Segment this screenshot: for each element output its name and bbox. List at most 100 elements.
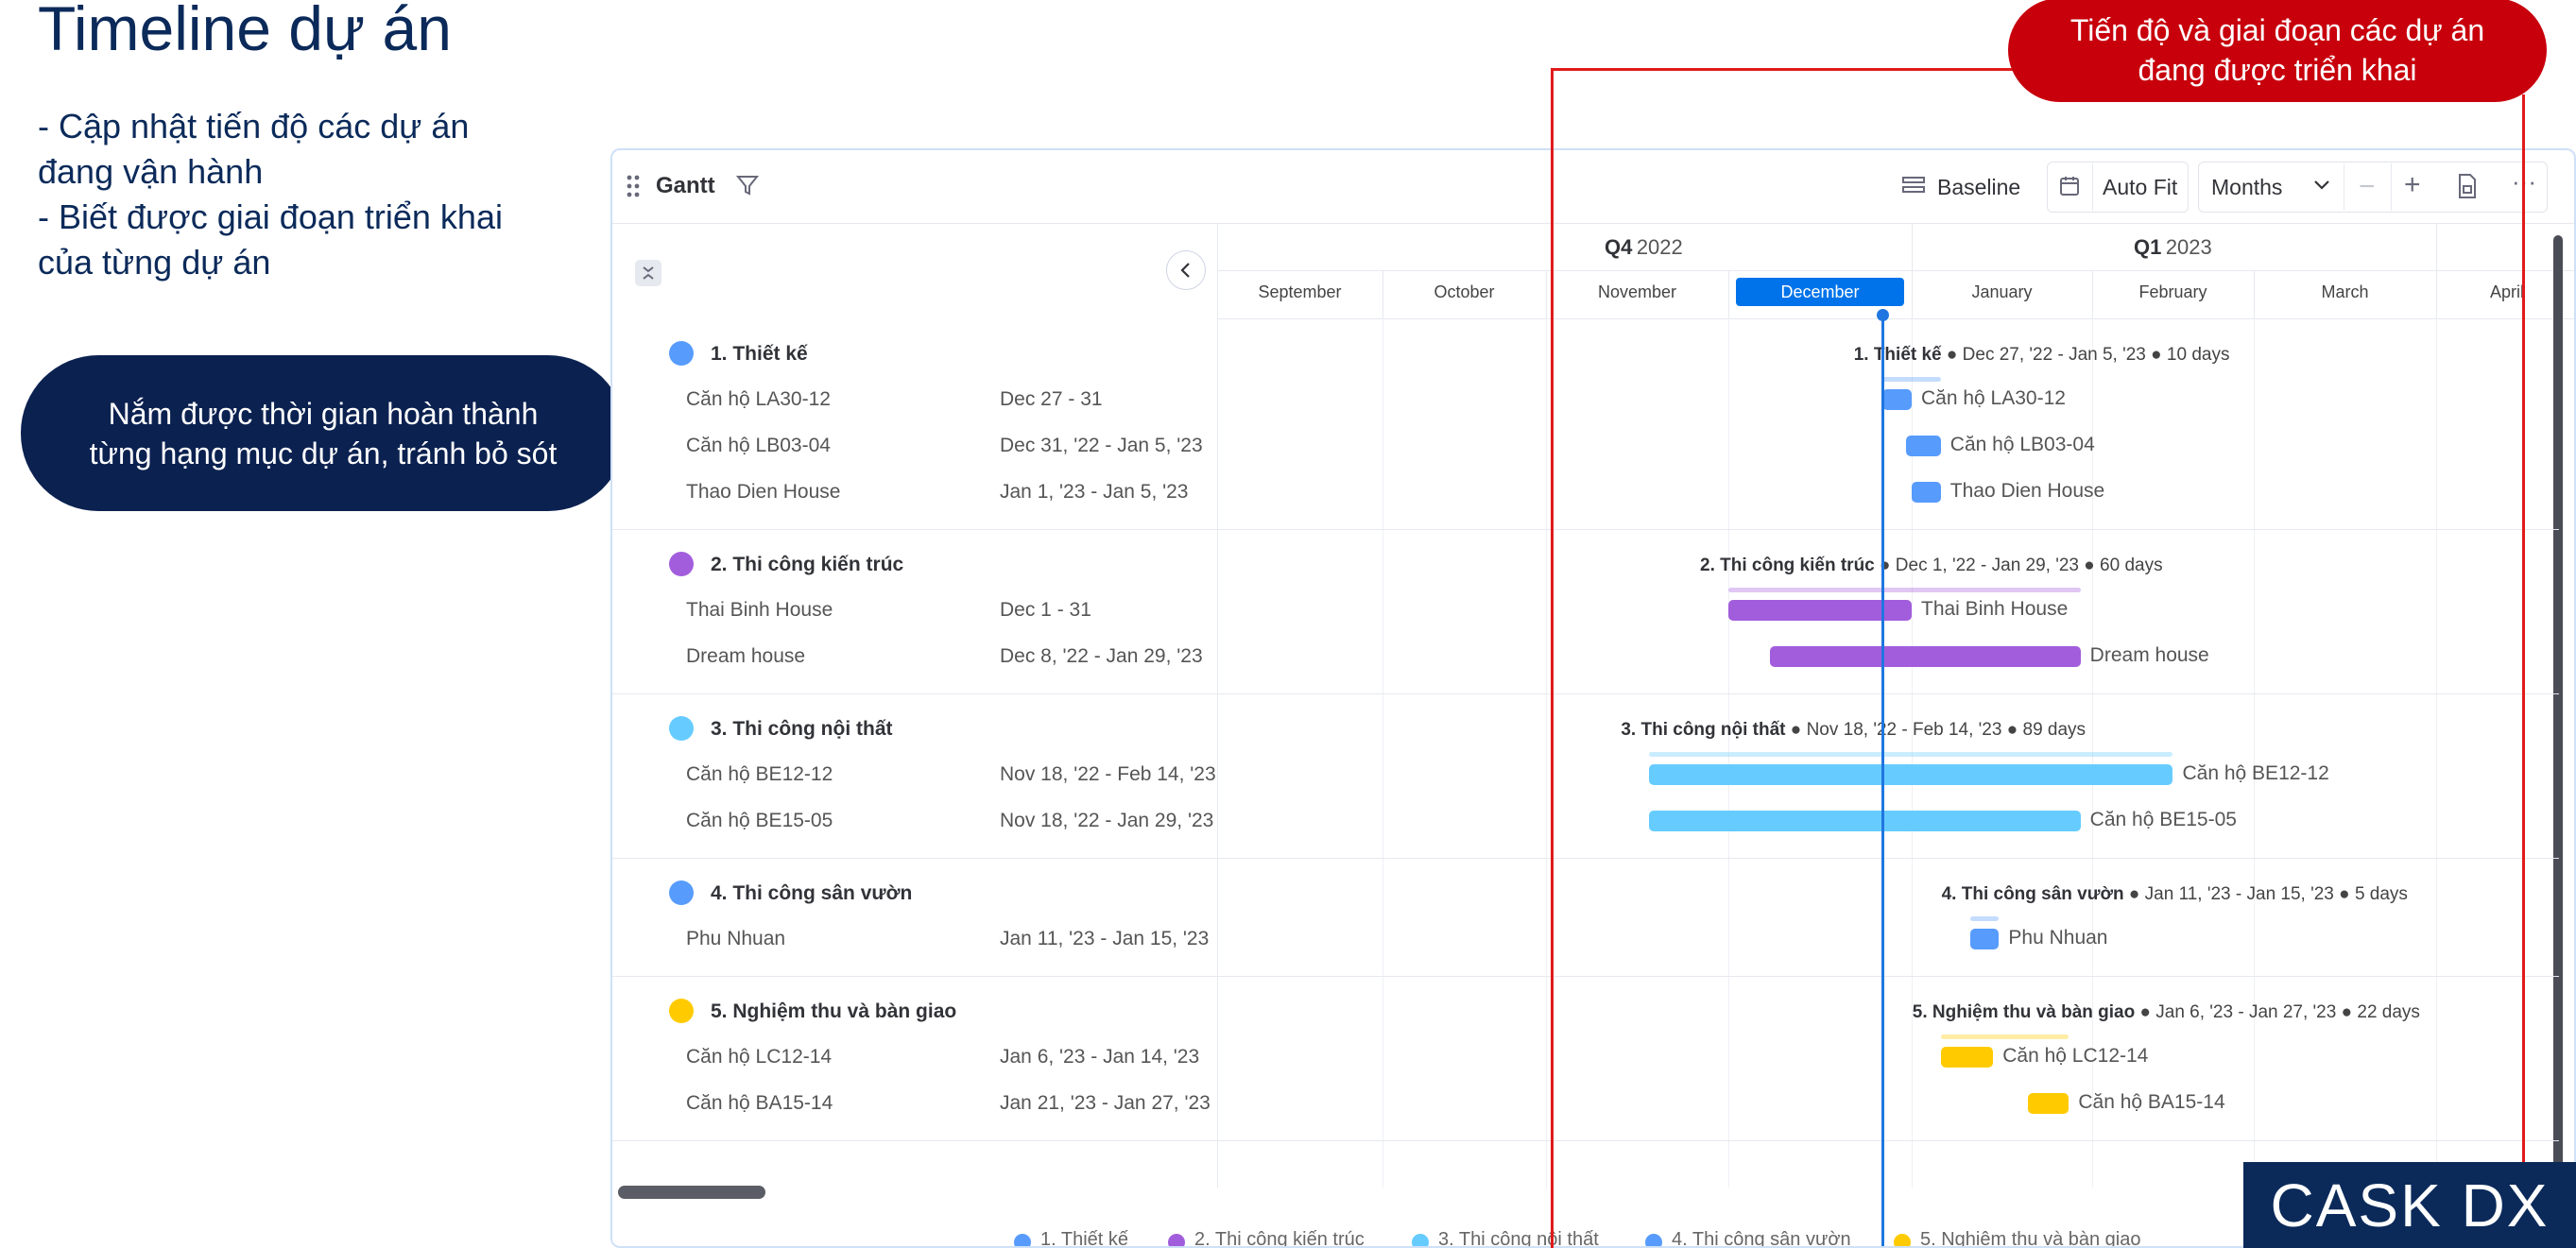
autofit-label: Auto Fit [2103,175,2178,199]
month-gridline [1728,318,1729,1188]
filter-icon[interactable] [735,173,760,202]
view-name[interactable]: Gantt [656,173,715,198]
task-dates: Nov 18, '22 - Feb 14, '23 [1000,763,1216,785]
bullet-line: của từng dự án [38,243,271,282]
summary-duration: 5 days [2354,884,2408,904]
bullet-line: - Cập nhật tiến độ các dự án [38,107,470,145]
task-bar[interactable] [1905,436,1941,456]
zoom-in-button[interactable]: + [2404,169,2421,200]
group-summary-label: 3. Thi công nội thất ● Nov 18, '22 - Feb… [1621,720,2087,740]
month-divider [1217,271,1218,318]
task-dates: Jan 6, '23 - Jan 14, '23 [1000,1046,1200,1068]
summary-name: 4. Thi công sân vườn [1941,884,2124,904]
group-summary-line[interactable] [1940,1034,2069,1039]
gantt-toolbar: Gantt Baseline Auto Fit Months − + ··· [612,150,2574,224]
month-divider [2092,271,2093,318]
vertical-scrollbar[interactable] [2553,235,2563,1180]
quarter-divider [1912,224,1913,271]
legend-label: 1. Thiết kế [1040,1229,1129,1248]
task-name[interactable]: Thai Binh House [686,599,833,621]
task-name[interactable]: Căn hộ BA15-14 [686,1092,833,1114]
month-divider [1382,271,1383,318]
group-summary-label: 1. Thiết kế ● Dec 27, '22 - Jan 5, '23 ●… [1853,345,2230,365]
group-summary-line[interactable] [1728,588,2081,592]
task-bar[interactable] [1940,1047,1994,1068]
group-title[interactable]: 1. Thiết kế [711,343,808,365]
today-marker [1876,309,1889,321]
group-title[interactable]: 2. Thi công kiến trúc [711,554,904,575]
legend-dot [1168,1234,1185,1246]
task-name[interactable]: Căn hộ LA30-12 [686,388,831,410]
task-bar[interactable] [2028,1093,2069,1114]
collapse-all-icon[interactable] [635,260,661,286]
month-label: December [1780,282,1860,301]
task-name[interactable]: Phu Nhuan [686,928,786,949]
zoom-control [2198,162,2548,213]
month-divider [2254,271,2255,318]
month-label: April [2489,282,2524,301]
divider [2391,163,2392,211]
group-divider [612,529,2559,530]
slide-title: Timeline dự án [38,0,452,63]
zoom-out-button[interactable]: − [2359,171,2376,202]
task-name[interactable]: Dream house [686,645,806,667]
autofit-button[interactable] [2047,162,2189,213]
bullet-line: đang vận hành [38,152,264,191]
group-title[interactable]: 4. Thi công sân vườn [711,882,913,904]
month-gridline [1546,318,1547,1188]
annotation-line [1551,68,2014,71]
gantt-board: Gantt Baseline Auto Fit Months − + ··· [610,148,2576,1248]
baseline-icon[interactable] [1901,175,1926,202]
group-summary-line[interactable] [1649,752,2173,757]
export-icon[interactable] [2457,173,2478,204]
drag-handle-icon[interactable] [626,173,641,199]
chevron-down-icon[interactable] [2313,179,2330,197]
task-bar[interactable] [1769,646,2081,667]
month-label: March [2321,282,2369,301]
task-name[interactable]: Thao Dien House [686,481,841,503]
task-bar[interactable] [1649,811,2081,831]
task-bar-label: Thao Dien House [1949,480,2105,502]
group-summary-line[interactable] [1881,377,1941,382]
summary-name: 2. Thi công kiến trúc [1700,556,1875,575]
group-color-dot [669,880,694,905]
month-gridline [2436,318,2437,1188]
group-divider [612,976,2559,977]
month-label: February [2138,282,2207,301]
task-name[interactable]: Căn hộ LC12-14 [686,1046,833,1068]
group-title[interactable]: 5. Nghiệm thu và bàn giao [711,1000,957,1022]
task-bar[interactable] [1881,389,1912,410]
legend-dot [1645,1234,1662,1246]
task-dates: Jan 11, '23 - Jan 15, '23 [1000,928,1210,949]
task-bar[interactable] [1969,929,2000,949]
group-summary-line[interactable] [1969,916,2000,921]
group-title[interactable]: 3. Thi công nội thất [711,718,893,740]
divider [2092,163,2093,211]
current-month-highlight [1736,278,1904,306]
summary-name: 5. Nghiệm thu và bàn giao [1912,1002,2136,1022]
quarter-label: Q1 2023 [2134,235,2212,259]
summary-duration: 22 days [2357,1002,2420,1022]
summary-range: Nov 18, '22 - Feb 14, '23 [1806,720,2002,740]
month-label: November [1597,282,1677,301]
group-color-dot [669,716,694,741]
callout-right-line: Tiến độ và giai đoạn các dự án [2069,13,2485,47]
summary-range: Jan 6, '23 - Jan 27, '23 [2155,1002,2337,1022]
task-name[interactable]: Căn hộ BE12-12 [686,763,833,785]
month-label: January [1971,282,2033,301]
task-bar[interactable] [1728,600,1912,621]
callout-left-line: Nắm được thời gian hoàn thành [108,396,539,431]
legend-dot [1014,1234,1031,1246]
task-bar[interactable] [1912,482,1941,503]
task-name[interactable]: Căn hộ LB03-04 [686,435,831,456]
zoom-select[interactable]: Months [2211,175,2283,199]
task-name[interactable]: Căn hộ BE15-05 [686,810,833,831]
baseline-button[interactable]: Baseline [1937,175,2021,199]
collapse-panel-button[interactable] [1166,250,1206,290]
calendar-icon [2058,175,2081,202]
callout-left-line: từng hạng mục dự án, tránh bỏ sót [89,436,558,470]
horizontal-scrollbar[interactable] [618,1186,765,1199]
task-bar[interactable] [1649,764,2173,785]
quarter-divider [2436,224,2437,271]
task-bar-label: Căn hộ BE15-05 [2089,809,2237,830]
